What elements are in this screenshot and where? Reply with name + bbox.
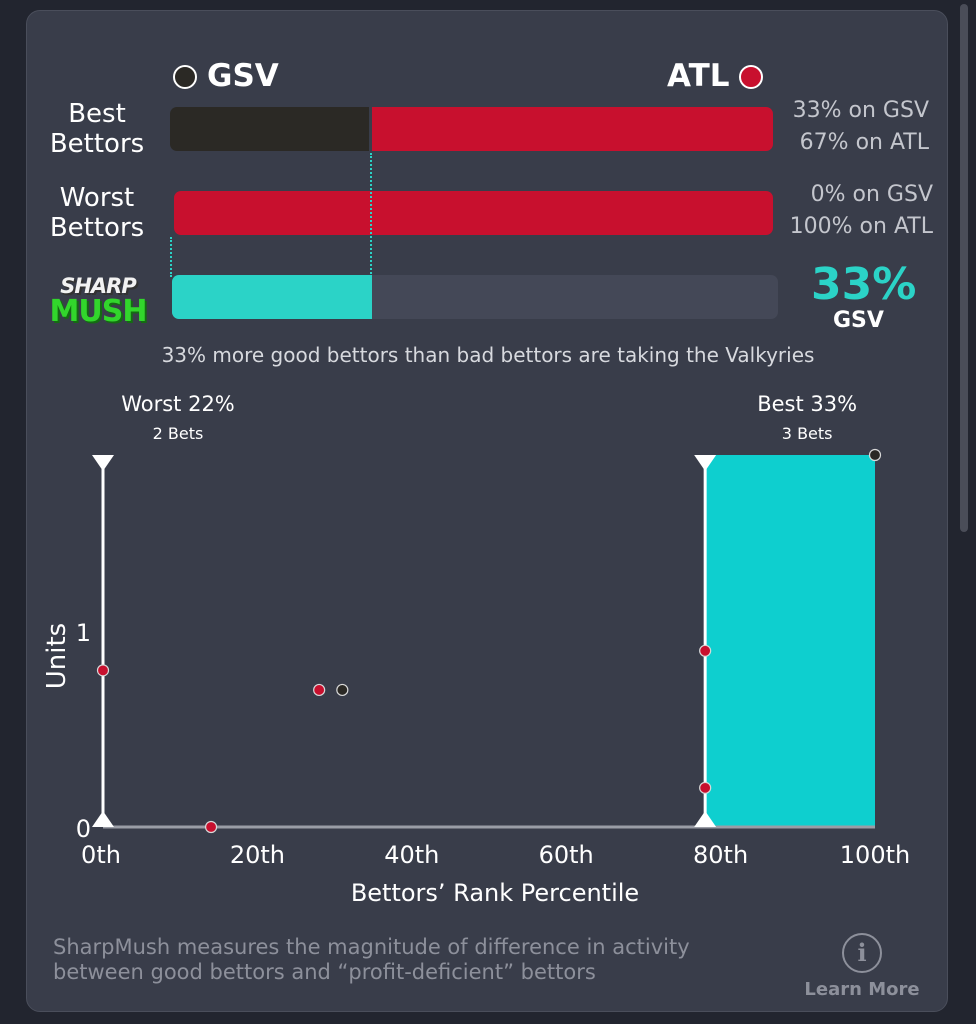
worst-bettors-atl-segment <box>174 191 773 235</box>
team-header-gsv: GSV <box>173 61 279 92</box>
best-bettors-label: Best Bettors <box>49 99 145 159</box>
best-marker-top-triangle <box>694 455 717 471</box>
data-point-gsv <box>336 683 349 697</box>
x-axis-label: Bettors’ Rank Percentile <box>351 879 639 907</box>
sharpmush-logo: SHARP MUSH <box>49 274 148 329</box>
y-tick-label: 0 <box>76 815 91 843</box>
y-tick-label: 1 <box>76 619 91 647</box>
gsv-dot-icon <box>173 64 197 89</box>
best-bettors-stats: 33% on GSV 67% on ATL <box>767 95 929 159</box>
sharpmush-fill <box>172 275 372 319</box>
best-region-shade <box>705 455 875 827</box>
worst-stat-atl: 100% on ATL <box>789 214 933 239</box>
worst-marker-bottom-triangle <box>92 811 114 827</box>
best-bettors-bar <box>170 107 773 151</box>
worst-marker-bets: 2 Bets <box>153 424 204 443</box>
scrollbar[interactable] <box>960 4 968 532</box>
sharpmush-bar <box>172 275 778 319</box>
best-split-guide <box>370 153 372 277</box>
data-point-atl <box>699 781 712 794</box>
sharpmush-percent: 33% <box>811 259 917 310</box>
gsv-team-name: GSV <box>207 58 279 94</box>
learn-more-button[interactable]: i Learn More <box>797 933 927 1000</box>
data-point-atl <box>313 683 326 697</box>
worst-bettors-stats: 0% on GSV 100% on ATL <box>767 179 933 243</box>
team-header-atl: ATL <box>667 58 764 94</box>
x-tick-label: 100th <box>840 841 910 869</box>
best-stat-gsv: 33% on GSV <box>792 98 929 123</box>
footer-description: SharpMush measures the magnitude of diff… <box>53 935 690 984</box>
data-point-atl <box>204 820 218 834</box>
info-icon[interactable]: i <box>842 933 882 973</box>
worst-bettors-label: Worst Bettors <box>49 183 145 243</box>
best-marker-label: Best 33% <box>757 392 857 416</box>
learn-more-label[interactable]: Learn More <box>804 979 920 1000</box>
best-marker-bottom-triangle <box>694 811 717 827</box>
worst-marker-label: Worst 22% <box>121 392 235 416</box>
y-axis-label: Units <box>42 623 72 689</box>
best-bettors-atl-segment <box>371 107 773 151</box>
data-point-atl <box>699 644 712 657</box>
best-bettors-gsv-segment <box>170 107 369 151</box>
data-point-gsv <box>868 448 882 462</box>
x-tick-label: 80th <box>693 841 748 869</box>
atl-team-name: ATL <box>667 58 730 94</box>
best-stat-atl: 67% on ATL <box>799 130 929 155</box>
worst-bettors-bar <box>174 191 773 235</box>
data-point-atl <box>96 664 110 677</box>
worst-stat-gsv: 0% on GSV <box>810 182 933 207</box>
sharpmush-card: GSV ATL Best Bettors 33% on GSV 67% on A… <box>26 10 948 1012</box>
atl-dot-icon <box>739 64 764 89</box>
worst-marker-top-triangle <box>92 455 114 471</box>
best-marker-bets: 3 Bets <box>782 424 833 443</box>
sharpmush-team: GSV <box>833 308 884 333</box>
x-tick-label: 20th <box>230 841 285 869</box>
summary-text: 33% more good bettors than bad bettors a… <box>161 343 815 367</box>
x-tick-label: 40th <box>384 841 439 869</box>
x-tick-label: 0th <box>81 841 121 869</box>
worst-split-guide <box>170 237 172 277</box>
x-tick-label: 60th <box>539 841 594 869</box>
